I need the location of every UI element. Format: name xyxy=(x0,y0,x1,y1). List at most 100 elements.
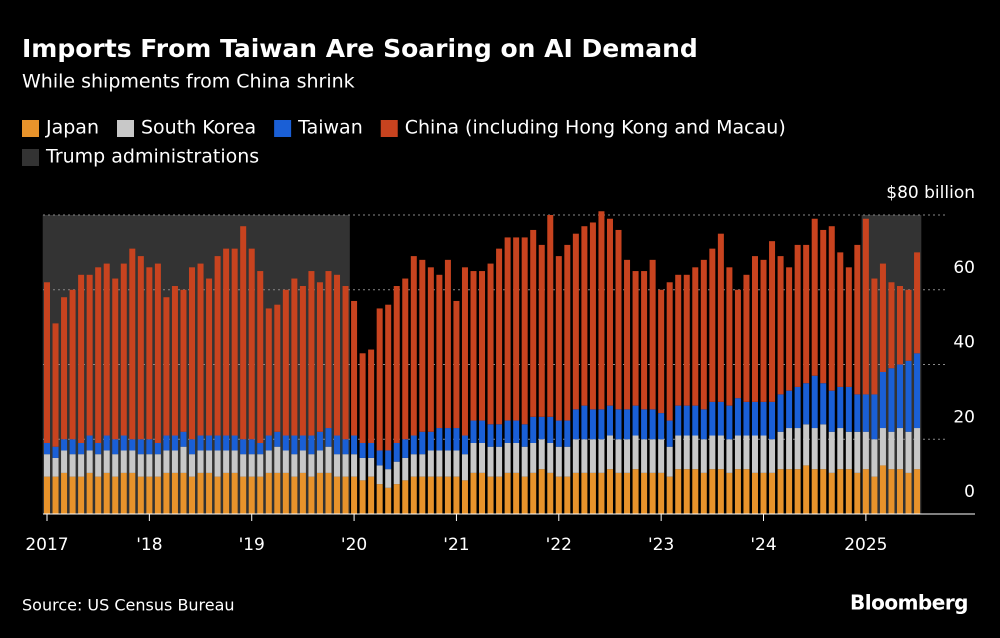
bar-segment xyxy=(427,431,434,451)
bar-segment xyxy=(282,289,289,436)
bar-segment xyxy=(129,450,136,473)
bar-segment xyxy=(470,420,477,443)
bar-segment xyxy=(666,476,673,514)
bar-segment xyxy=(564,420,571,447)
bar-segment xyxy=(905,289,912,361)
bar-segment xyxy=(905,431,912,473)
bar-segment xyxy=(828,472,835,514)
bar-segment xyxy=(299,450,306,473)
bar-segment xyxy=(734,435,741,470)
bar-segment xyxy=(854,431,861,473)
bar-segment xyxy=(112,439,119,455)
bar-segment xyxy=(794,469,801,514)
bar-segment xyxy=(598,409,605,440)
bar-segment xyxy=(914,252,921,354)
bar-segment xyxy=(555,256,562,421)
bar-segment xyxy=(871,476,878,514)
bar-segment xyxy=(470,442,477,473)
bar-segment xyxy=(163,472,170,514)
bar-segment xyxy=(61,472,68,514)
bar-segment xyxy=(368,442,375,458)
bar-segment xyxy=(137,256,144,440)
bar-segment xyxy=(521,476,528,514)
bar-segment xyxy=(666,420,673,447)
bar-segment xyxy=(69,476,76,514)
bar-segment xyxy=(112,454,119,477)
bar-segment xyxy=(598,439,605,473)
legend-label: Taiwan xyxy=(297,117,363,139)
bar-segment xyxy=(393,286,400,443)
bar-segment xyxy=(282,435,289,451)
bar-segment xyxy=(163,450,170,473)
bar-segment xyxy=(52,476,59,514)
bar-segment xyxy=(547,416,554,443)
bar-segment xyxy=(316,450,323,473)
bar-segment xyxy=(223,435,230,451)
x-tick-label: 2025 xyxy=(844,535,887,555)
bar-segment xyxy=(240,454,247,477)
bar-segment xyxy=(624,439,631,473)
bar-segment xyxy=(427,450,434,477)
bar-segment xyxy=(820,424,827,470)
bar-segment xyxy=(803,424,810,466)
bar-segment xyxy=(385,469,392,488)
bar-segment xyxy=(632,271,639,406)
bar-segment xyxy=(751,256,758,402)
bar-segment xyxy=(530,229,537,417)
bar-segment xyxy=(564,446,571,477)
bar-segment xyxy=(393,442,400,462)
bar-segment xyxy=(461,435,468,455)
bar-segment xyxy=(675,435,682,470)
bar-segment xyxy=(666,446,673,477)
bar-segment xyxy=(914,428,921,470)
bar-segment xyxy=(180,446,187,473)
bar-segment xyxy=(308,476,315,514)
bar-segment xyxy=(624,409,631,440)
legend-swatch xyxy=(380,120,398,137)
bar-segment xyxy=(862,218,869,395)
bar-segment xyxy=(78,454,85,477)
bar-segment xyxy=(231,472,238,514)
bar-segment xyxy=(496,446,503,477)
bar-segment xyxy=(146,267,153,440)
bar-segment xyxy=(376,450,383,466)
bar-segment xyxy=(606,405,613,436)
bar-segment xyxy=(461,480,468,514)
bar-segment xyxy=(189,439,196,455)
bar-segment xyxy=(572,439,579,473)
bar-segment xyxy=(265,308,272,436)
bar-segment xyxy=(521,424,528,447)
bar-segment xyxy=(427,267,434,432)
bar-segment xyxy=(624,259,631,410)
bar-segment xyxy=(61,297,68,440)
bar-segment xyxy=(666,282,673,421)
bar-segment xyxy=(615,229,622,410)
bar-segment xyxy=(598,211,605,410)
bar-segment xyxy=(410,454,417,477)
bar-segment xyxy=(547,472,554,514)
bar-segment xyxy=(845,431,852,470)
bar-segment xyxy=(325,472,332,514)
bar-segment xyxy=(248,248,255,440)
bar-segment xyxy=(734,398,741,436)
legend-label: Japan xyxy=(45,117,99,139)
bar-segment xyxy=(888,368,895,432)
bar-segment xyxy=(769,241,776,402)
legend-label: Trump administrations xyxy=(45,146,259,168)
bar-segment xyxy=(845,267,852,387)
bar-segment xyxy=(751,472,758,514)
bar-segment xyxy=(496,248,503,425)
source: Source: US Census Bureau xyxy=(22,596,235,615)
bar-segment xyxy=(803,465,810,514)
bar-segment xyxy=(402,480,409,514)
bar-segment xyxy=(751,435,758,473)
bar-segment xyxy=(393,461,400,485)
bar-segment xyxy=(129,439,136,451)
bar-segment xyxy=(786,267,793,391)
bar-segment xyxy=(274,431,281,447)
bar-segment xyxy=(368,349,375,443)
bar-segment xyxy=(206,278,213,436)
bar-segment xyxy=(794,386,801,429)
bar-segment xyxy=(154,454,161,477)
bar-segment xyxy=(555,476,562,514)
